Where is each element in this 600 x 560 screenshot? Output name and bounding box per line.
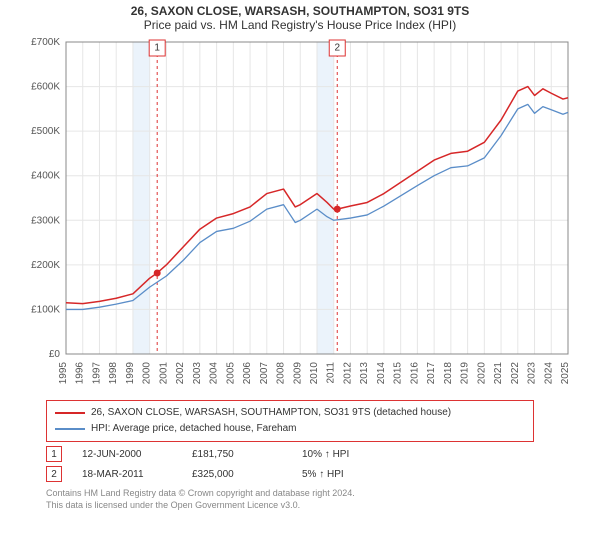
- svg-text:2020: 2020: [476, 362, 487, 385]
- sale-row: 1 12-JUN-2000 £181,750 10% ↑ HPI: [46, 446, 600, 462]
- svg-text:2001: 2001: [158, 362, 169, 385]
- sale-price: £325,000: [192, 469, 282, 480]
- svg-text:2008: 2008: [276, 362, 287, 385]
- svg-text:2018: 2018: [443, 362, 454, 385]
- svg-text:2012: 2012: [342, 362, 353, 385]
- svg-text:2023: 2023: [527, 362, 538, 385]
- svg-text:2017: 2017: [426, 362, 437, 385]
- svg-text:1995: 1995: [58, 362, 69, 385]
- svg-text:2003: 2003: [192, 362, 203, 385]
- svg-text:2000: 2000: [142, 362, 153, 385]
- svg-text:£500K: £500K: [31, 126, 60, 137]
- legend-swatch-price-paid: [55, 412, 85, 414]
- chart-title-address: 26, SAXON CLOSE, WARSASH, SOUTHAMPTON, S…: [8, 4, 592, 18]
- price-chart: £0 £100K £200K £300K £400K £500K £600K £700K 199…: [20, 34, 580, 394]
- svg-text:2022: 2022: [510, 362, 521, 385]
- chart-svg: £0 £100K £200K £300K £400K £500K £600K £700K 199…: [20, 34, 580, 394]
- svg-text:2024: 2024: [543, 362, 554, 385]
- svg-text:2021: 2021: [493, 362, 504, 385]
- svg-text:2015: 2015: [393, 362, 404, 385]
- sales-table: 1 12-JUN-2000 £181,750 10% ↑ HPI 2 18-MA…: [46, 446, 600, 482]
- svg-text:2019: 2019: [460, 362, 471, 385]
- svg-text:1996: 1996: [75, 362, 86, 385]
- svg-text:2005: 2005: [225, 362, 236, 385]
- svg-text:1997: 1997: [91, 362, 102, 385]
- svg-text:2004: 2004: [209, 362, 220, 385]
- sale-marker-icon: 2: [46, 466, 62, 482]
- svg-text:2006: 2006: [242, 362, 253, 385]
- svg-text:£0: £0: [49, 349, 61, 360]
- svg-text:£300K: £300K: [31, 215, 60, 226]
- legend-label-hpi: HPI: Average price, detached house, Fare…: [91, 421, 297, 437]
- svg-text:£200K: £200K: [31, 260, 60, 271]
- svg-text:2009: 2009: [292, 362, 303, 385]
- svg-text:2025: 2025: [560, 362, 571, 385]
- svg-text:£600K: £600K: [31, 82, 60, 93]
- sale-marker-icon: 1: [46, 446, 62, 462]
- svg-text:2010: 2010: [309, 362, 320, 385]
- svg-text:2: 2: [334, 43, 340, 54]
- svg-text:£400K: £400K: [31, 171, 60, 182]
- svg-text:1998: 1998: [108, 362, 119, 385]
- sale-row: 2 18-MAR-2011 £325,000 5% ↑ HPI: [46, 466, 600, 482]
- svg-text:£700K: £700K: [31, 37, 60, 48]
- svg-text:2011: 2011: [326, 362, 337, 384]
- svg-text:£100K: £100K: [31, 304, 60, 315]
- svg-text:2014: 2014: [376, 362, 387, 385]
- legend-swatch-hpi: [55, 428, 85, 430]
- svg-text:2007: 2007: [259, 362, 270, 385]
- svg-text:2016: 2016: [409, 362, 420, 385]
- sale-date: 12-JUN-2000: [82, 449, 172, 460]
- license-text: Contains HM Land Registry data © Crown c…: [46, 488, 600, 511]
- sale-price: £181,750: [192, 449, 282, 460]
- sale-pct-vs-hpi: 10% ↑ HPI: [302, 449, 392, 460]
- svg-text:2002: 2002: [175, 362, 186, 385]
- svg-text:1999: 1999: [125, 362, 136, 385]
- sale-date: 18-MAR-2011: [82, 469, 172, 480]
- legend-label-price-paid: 26, SAXON CLOSE, WARSASH, SOUTHAMPTON, S…: [91, 405, 451, 421]
- chart-title-sub: Price paid vs. HM Land Registry's House …: [8, 18, 592, 32]
- sale-pct-vs-hpi: 5% ↑ HPI: [302, 469, 392, 480]
- chart-legend: 26, SAXON CLOSE, WARSASH, SOUTHAMPTON, S…: [46, 400, 534, 442]
- svg-text:1: 1: [154, 43, 160, 54]
- svg-text:2013: 2013: [359, 362, 370, 385]
